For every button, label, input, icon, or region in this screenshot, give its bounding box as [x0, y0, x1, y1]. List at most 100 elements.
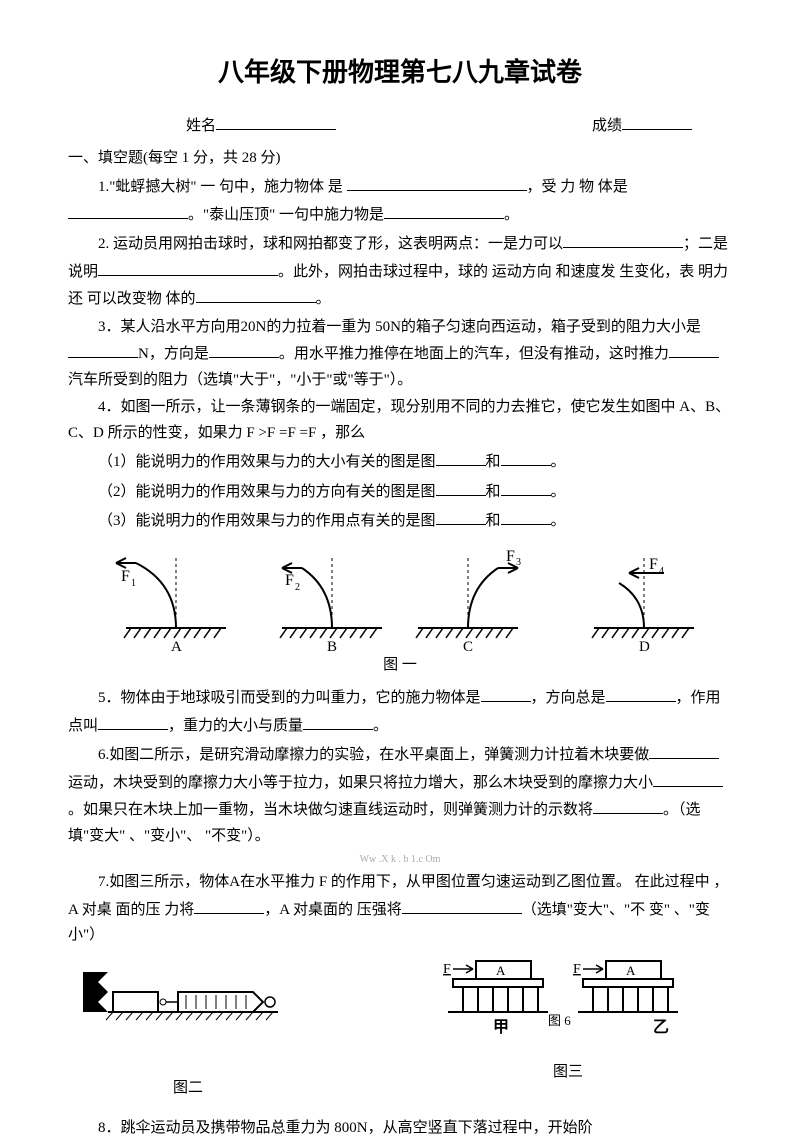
q8: 8．跳伞运动员及携带物品总重力为 800N，从高空竖直下落过程中，开始阶	[68, 1116, 732, 1141]
blank[interactable]	[593, 796, 663, 814]
blank[interactable]	[436, 448, 486, 466]
fig2-caption: 图二	[78, 1076, 298, 1102]
q5-t4: ，重力的大小与质量	[168, 718, 303, 734]
q1: 1."蚍蜉撼大树" 一 句中，施力物体 是 ，受 力 物 体是。"泰山压顶" 一…	[68, 173, 732, 228]
q2-t4: 。	[316, 291, 331, 307]
blank[interactable]	[606, 684, 676, 702]
q4-line1: （1）能说明力的作用效果与力的大小有关的图是图 和 。	[68, 448, 732, 476]
score-blank[interactable]	[622, 112, 692, 130]
q5-t1: 5．物体由于地球吸引而受到的力叫重力，它的施力物体是	[98, 690, 481, 706]
svg-text:A: A	[626, 963, 636, 978]
blank[interactable]	[194, 896, 264, 914]
diagram-b: F2 B	[252, 543, 392, 653]
q6-t3: 。如果只在木块上加一重物，当木块做匀速直线运动时，则弹簧测力计的示数将	[68, 802, 593, 818]
svg-text:F: F	[443, 962, 451, 977]
q3: 3．某人沿水平方向用20N的力拉着一重为 50N的箱子匀速向西运动，箱子受到的阻…	[68, 315, 732, 394]
q4-l3: （3）能说明力的作用效果与力的作用点有关的是图	[98, 513, 436, 529]
q4-l1: （1）能说明力的作用效果与力的大小有关的图是图	[98, 454, 436, 470]
q4-t1: 4．如图一所示，让一条薄钢条的一端固定，现分别用不同的力去推它，使它发生如图中 …	[68, 399, 730, 441]
q4-line2: （2）能说明力的作用效果与力的方向有关的图是图 和 。	[68, 478, 732, 506]
name-blank[interactable]	[216, 112, 336, 130]
q7-t2: ，A 对桌面的 压强将	[264, 902, 402, 918]
svg-text:A: A	[496, 963, 506, 978]
svg-text:乙: 乙	[653, 1019, 669, 1036]
blank[interactable]	[384, 201, 504, 219]
q2-t1: 2. 运动员用网拍击球时，球和网拍都变了形，这表明两点：一是力可以	[98, 236, 563, 252]
q1-t3: 。"泰山压顶" 一句中施力物是	[188, 207, 384, 223]
q3-t2: N，方向是	[138, 346, 209, 362]
q1-t1: 1."蚍蜉撼大树" 一 句中，施力物体 是	[98, 179, 343, 195]
and: 和	[486, 513, 501, 529]
q3-t1: 3．某人沿水平方向用20N的力拉着一重为 50N的箱子匀速向西运动，箱子受到的阻…	[98, 319, 701, 335]
name-label: 姓名	[186, 118, 216, 134]
svg-text:F: F	[121, 568, 130, 585]
blank[interactable]	[501, 478, 551, 496]
blank[interactable]	[501, 507, 551, 525]
blank[interactable]	[402, 896, 522, 914]
and: 和	[486, 454, 501, 470]
svg-text:2: 2	[295, 582, 300, 593]
page-title: 八年级下册物理第七八九章试卷	[68, 50, 732, 94]
and: 和	[486, 484, 501, 500]
watermark: Ww .X k . b 1.c Om	[68, 851, 732, 868]
blank[interactable]	[481, 684, 531, 702]
blank[interactable]	[436, 478, 486, 496]
blank[interactable]	[649, 741, 719, 759]
section-heading: 一、填空题(每空 1 分，共 28 分)	[68, 146, 732, 172]
diagram-a: F1 A	[96, 543, 236, 653]
q2: 2. 运动员用网拍击球时，球和网拍都变了形，这表明两点：一是力可以；二是说明。此…	[68, 230, 732, 313]
blank[interactable]	[68, 201, 188, 219]
spring-scale-icon	[78, 957, 288, 1027]
svg-text:F: F	[573, 962, 581, 977]
end: 。	[551, 484, 566, 500]
q5: 5．物体由于地球吸引而受到的力叫重力，它的施力物体是，方向总是，作用点叫，重力的…	[68, 684, 732, 739]
q1-t4: 。	[504, 207, 519, 223]
blank[interactable]	[196, 285, 316, 303]
blank[interactable]	[436, 507, 486, 525]
end: 。	[551, 513, 566, 529]
fig1-caption: 图 一	[68, 653, 732, 679]
score-label: 成绩	[592, 118, 622, 134]
svg-text:A: A	[171, 639, 182, 653]
svg-text:甲: 甲	[493, 1018, 509, 1036]
fig3-caption: 图三	[438, 1060, 698, 1086]
blank[interactable]	[98, 258, 278, 276]
q4: 4．如图一所示，让一条薄钢条的一端固定，现分别用不同的力去推它，使它发生如图中 …	[68, 395, 732, 446]
svg-text:C: C	[463, 639, 473, 653]
figures-row: 图二 F A 甲 F A 图 6 乙 图三	[68, 957, 732, 1102]
blank[interactable]	[347, 173, 527, 191]
q6-t2: 运动，木块受到的摩擦力大小等于拉力，如果只将拉力增大，那么木块受到的摩擦力大小	[68, 775, 653, 791]
svg-text:F: F	[285, 572, 294, 589]
end: 。	[551, 454, 566, 470]
q7: 7.如图三所示，物体A在水平推力 F 的作用下，从甲图位置匀速运动到乙图位置。 …	[68, 870, 732, 949]
q6-t1: 6.如图二所示，是研究滑动摩擦力的实验，在水平桌面上，弹簧测力计拉着木块要做	[98, 747, 649, 763]
svg-text:F: F	[649, 556, 658, 573]
pressure-diagram: F A 甲 F A 图 6 乙	[438, 957, 698, 1047]
svg-text:1: 1	[131, 578, 136, 589]
svg-text:图 6: 图 6	[548, 1013, 571, 1028]
q5-t5: 。	[373, 718, 388, 734]
svg-text:F: F	[506, 548, 515, 565]
header-row: 姓名 成绩	[68, 112, 732, 140]
q4-line3: （3）能说明力的作用效果与力的作用点有关的是图 和 。	[68, 507, 732, 535]
blank[interactable]	[669, 340, 719, 358]
svg-text:D: D	[639, 639, 650, 653]
q3-t4: 汽车所受到的阻力（选填"大于"，"小于"或"等于"）。	[68, 372, 412, 388]
diagram-d: F4 D	[564, 543, 704, 653]
blank[interactable]	[563, 230, 683, 248]
blank[interactable]	[303, 712, 373, 730]
svg-text:B: B	[327, 639, 337, 653]
figure-three: F A 甲 F A 图 6 乙 图三	[438, 957, 698, 1086]
blank[interactable]	[209, 340, 279, 358]
figure-one: F1 A F2 B F3 C F4 D	[68, 543, 732, 653]
blank[interactable]	[653, 769, 723, 787]
figure-two: 图二	[78, 957, 298, 1102]
svg-text:4: 4	[659, 566, 664, 577]
blank[interactable]	[98, 712, 168, 730]
blank[interactable]	[501, 448, 551, 466]
q6: 6.如图二所示，是研究滑动摩擦力的实验，在水平桌面上，弹簧测力计拉着木块要做运动…	[68, 741, 732, 849]
blank[interactable]	[68, 340, 138, 358]
q5-t2: ，方向总是	[531, 690, 606, 706]
q4-l2: （2）能说明力的作用效果与力的方向有关的图是图	[98, 484, 436, 500]
diagram-c: F3 C	[408, 543, 548, 653]
